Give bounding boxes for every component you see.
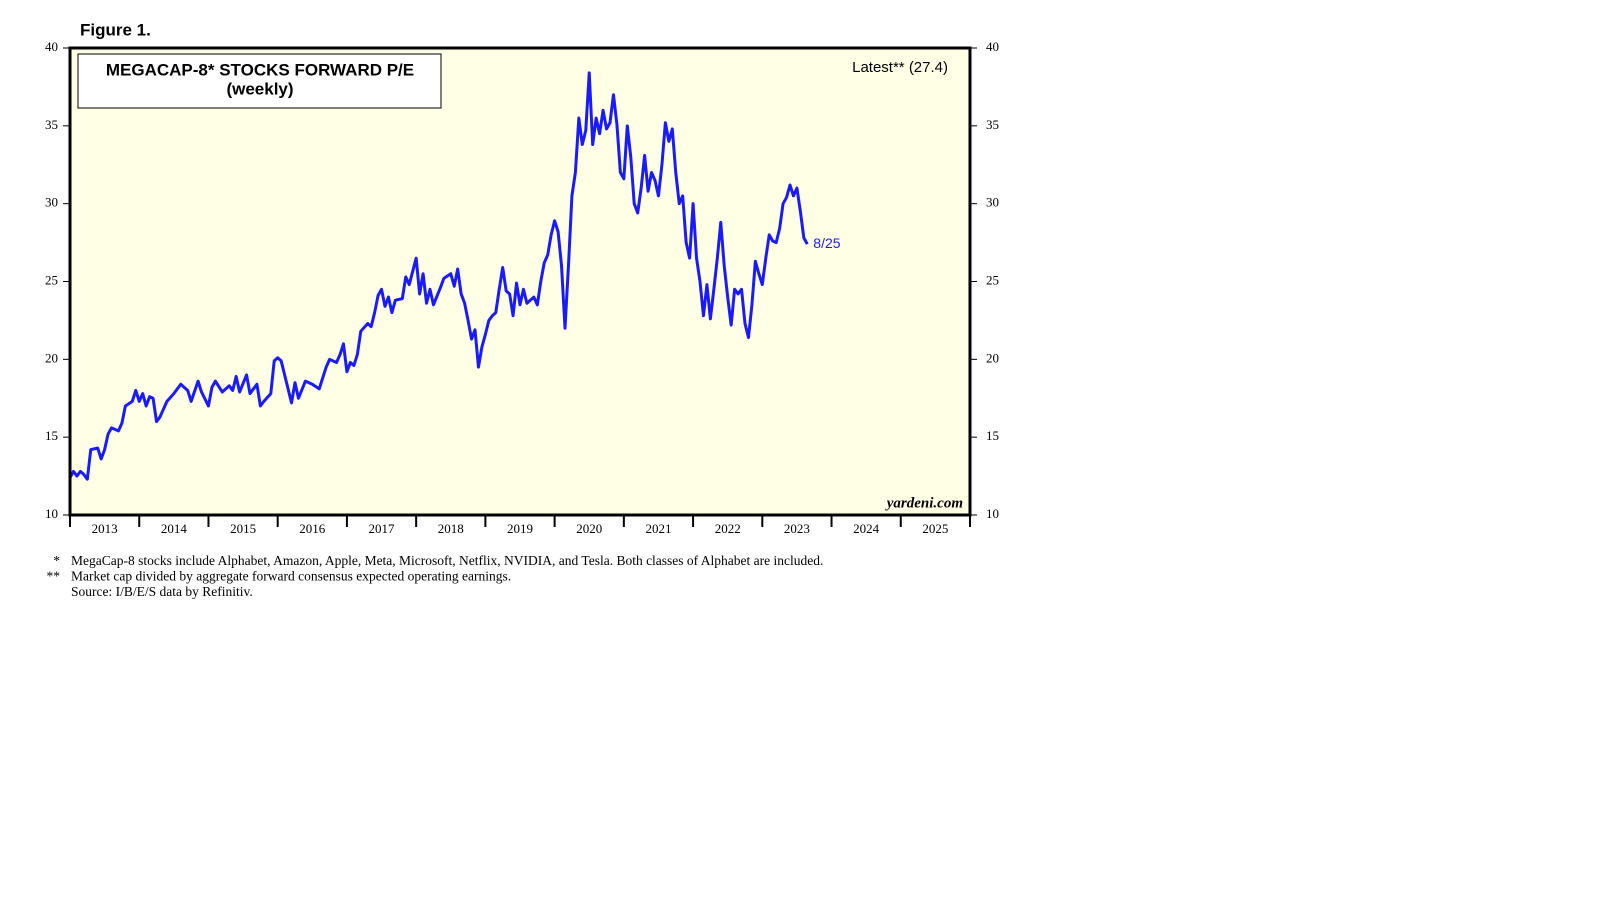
y2-tick-label: 10: [986, 506, 999, 521]
x-tick-label: 2024: [853, 521, 880, 536]
chart-subtitle: (weekly): [226, 79, 293, 98]
x-tick-label: 2022: [715, 521, 741, 536]
y2-tick-label: 15: [986, 428, 999, 443]
source-note: Source: I/B/E/S data by Refinitiv.: [71, 584, 253, 599]
x-tick-label: 2023: [784, 521, 810, 536]
watermark: yardeni.com: [885, 495, 963, 511]
x-tick-label: 2014: [161, 521, 188, 536]
series-line: [68, 71, 809, 481]
figure-label: Figure 1.: [80, 20, 151, 39]
plot-background: [70, 48, 970, 515]
y-tick-label: 40: [45, 39, 58, 54]
footnote-text: MegaCap-8 stocks include Alphabet, Amazo…: [71, 553, 823, 568]
y-tick-label: 15: [45, 428, 58, 443]
y2-tick-label: 40: [986, 39, 999, 54]
x-tick-label: 2025: [922, 521, 948, 536]
plot-frame: [68, 46, 972, 517]
y-tick-label: 35: [45, 117, 58, 132]
y-tick-label: 25: [45, 272, 58, 287]
y2-tick-label: 30: [986, 195, 999, 210]
y2-tick-label: 35: [986, 117, 999, 132]
x-tick-label: 2020: [576, 521, 602, 536]
x-tick-label: 2013: [92, 521, 118, 536]
y2-tick-label: 25: [986, 272, 999, 287]
x-tick-label: 2018: [438, 521, 464, 536]
x-tick-label: 2015: [230, 521, 256, 536]
y-tick-label: 10: [45, 506, 58, 521]
latest-annotation: Latest** (27.4): [852, 59, 948, 76]
y-tick-label: 20: [45, 350, 58, 365]
x-tick-label: 2021: [645, 521, 671, 536]
y2-tick-label: 20: [986, 350, 999, 365]
footnote-marker: **: [47, 569, 61, 584]
x-tick-label: 2019: [507, 521, 533, 536]
title-box: [77, 53, 442, 109]
y-tick-label: 30: [45, 195, 58, 210]
footnote-marker: *: [53, 553, 60, 568]
x-tick-label: 2017: [369, 521, 396, 536]
footnote-text: Market cap divided by aggregate forward …: [71, 569, 511, 584]
end-label: 8/25: [813, 235, 840, 251]
x-tick-label: 2016: [299, 521, 326, 536]
chart-title: MEGACAP-8* STOCKS FORWARD P/E: [106, 60, 414, 79]
